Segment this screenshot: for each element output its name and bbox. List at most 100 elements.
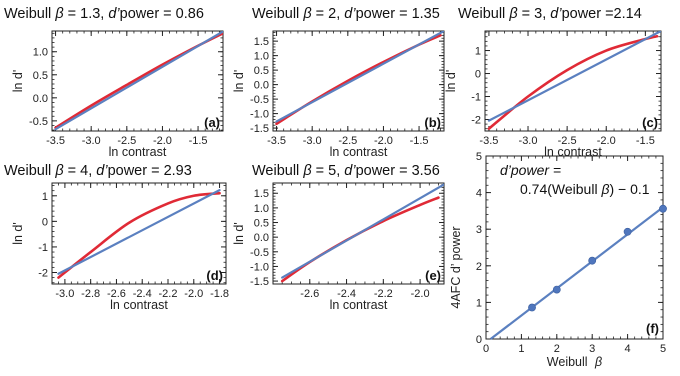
data-point [588,256,597,265]
x-axis-label: ln contrast [110,298,168,312]
y-tick-label: 0 [475,69,481,81]
panel-c: Weibull β = 3, d’power =2.14 -3.5 -3.0 -2.5… [444,6,662,159]
y-tick-label: -2 [38,267,48,279]
y-tick-label: 1.0 [254,51,269,63]
fitted-curve [57,191,221,279]
regression-line [489,206,664,340]
title-part: = 2, [312,6,345,22]
power-fit-line [281,183,444,279]
panel-a: Weibull β = 1.3, d’power = 0.86 -3.5 -3.0 -… [4,6,224,159]
equation-beta: β [600,181,609,197]
x-tick-label: -3.0 [55,288,74,300]
y-axis-label: ln d' [232,70,246,93]
x-tick-label: -3.0 [82,135,101,147]
x-tick-label: -2.0 [374,135,393,147]
x-tick-label: -1.5 [636,135,655,147]
x-tick-label: -2.4 [133,288,152,300]
power-fit-line [275,31,444,123]
x-tick-label: -3.5 [479,135,498,147]
x-tick-label: -2.6 [300,288,319,300]
title-part: power =2.14 [562,6,642,22]
panel-title: Weibull β = 4, d’power = 2.93 [4,163,192,179]
panel-label: (c) [642,115,658,130]
data-point [528,303,536,312]
y-tick-label: -0.5 [250,247,269,259]
x-tick-label: 2 [554,343,560,355]
equation-line-2: 0.74(Weibull β) − 0.1 [520,181,650,197]
fitted-curve [280,196,440,283]
y-tick-label: 1 [476,297,482,309]
y-tick-label: 0.0 [33,93,48,105]
x-tick-label: -3.5 [267,135,286,147]
x-tick-label: -2.2 [374,288,393,300]
plot-frame [272,182,445,285]
title-part: power = 1.35 [356,6,440,22]
x-axis-label: ln contrast [330,298,388,312]
y-tick-label: 1.5 [254,188,269,200]
x-tick-label: -2.5 [117,135,136,147]
y-tick-label: 0 [42,216,48,228]
x-axis-label-text: Weibull [547,355,591,369]
panel-label: (f) [646,321,659,336]
plot-frame [51,30,224,132]
x-tick-label: 1 [518,343,524,355]
title-part: d’ [550,6,562,22]
plot-frame [484,30,662,132]
panel-d: Weibull β = 4, d’power = 2.93 -3.0 -2.8 -2.… [4,163,229,312]
panel-title: Weibull β = 3, d’power =2.14 [458,6,642,22]
y-tick-label: -2 [471,115,481,127]
title-part: power = 2.93 [108,163,192,179]
y-tick-label: 1.5 [254,36,269,48]
x-tick-label: -2.0 [153,135,172,147]
x-axis-label: ln contrast [544,145,602,159]
y-tick-label: 1.0 [33,47,48,59]
x-tick-label: -2.5 [558,135,577,147]
x-tick-label: -2.0 [184,288,203,300]
equation-text: ) − 0.1 [609,181,649,197]
panel-label: (e) [425,268,441,283]
y-tick-label: 1 [475,46,481,58]
data-layer [280,183,444,283]
x-tick-label: -3.5 [46,135,65,147]
y-axis-label: 4AFC d’ power [449,226,463,308]
equation-text: 0.74(Weibull [520,181,601,197]
x-tick-label: -2.4 [337,288,356,300]
data-point [552,285,561,294]
data-layer [57,189,221,279]
title-part: Weibull [252,6,303,22]
y-tick-label: 1.0 [254,203,269,215]
title-part: power = 0.86 [120,6,204,22]
data-layer [487,31,661,130]
x-axis-label: Weibull β [547,355,602,369]
y-tick-label: 0.0 [254,80,269,92]
x-tick-label: -2.0 [597,135,616,147]
panel-title: Weibull β = 2, d’power = 1.35 [252,6,440,22]
y-tick-label: -0.5 [250,94,269,106]
power-fit-line [57,189,221,275]
y-tick-label: -1.5 [250,276,269,288]
panel-label: (d) [206,268,223,283]
y-tick-label: 0.0 [254,232,269,244]
title-part: = 3, [518,6,551,22]
x-tick-label: 3 [589,343,595,355]
y-tick-label: 3 [476,224,482,236]
y-axis-label: ln d' [232,222,246,245]
title-part: β [508,6,517,22]
equation-line-1: d’power = [500,162,561,178]
x-axis-label: ln contrast [330,145,388,159]
panel-e: Weibull β = 5, d’power = 3.56 -2.6 -2.4 -2.… [232,163,445,312]
x-tick-label: -2.8 [81,288,100,300]
y-tick-label: -1.5 [250,123,269,135]
x-tick-label: 0 [483,343,489,355]
y-tick-label: -0.5 [29,116,48,128]
y-tick-label: 2 [476,261,482,273]
plot-frame [485,155,664,340]
title-part: β [54,6,63,22]
fitted-curve [487,34,659,130]
y-tick-label: 0.5 [33,70,48,82]
title-part: Weibull [252,163,303,179]
x-tick-label: -2.0 [411,288,430,300]
x-tick-label: -2.6 [107,288,126,300]
